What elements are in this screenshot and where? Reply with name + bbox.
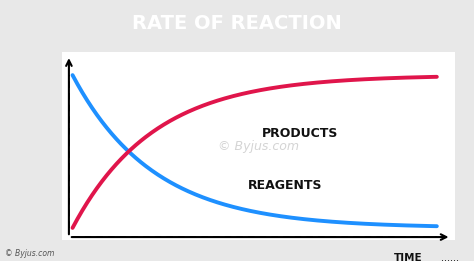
Text: © Byjus.com: © Byjus.com — [5, 250, 54, 258]
Text: REAGENTS: REAGENTS — [247, 179, 322, 192]
Text: © Byjus.com: © Byjus.com — [218, 140, 299, 153]
Text: PRODUCTS: PRODUCTS — [262, 127, 338, 140]
Text: TIME: TIME — [393, 253, 422, 261]
Text: RATE OF REACTION: RATE OF REACTION — [132, 14, 342, 33]
Text: ......: ...... — [441, 253, 459, 261]
